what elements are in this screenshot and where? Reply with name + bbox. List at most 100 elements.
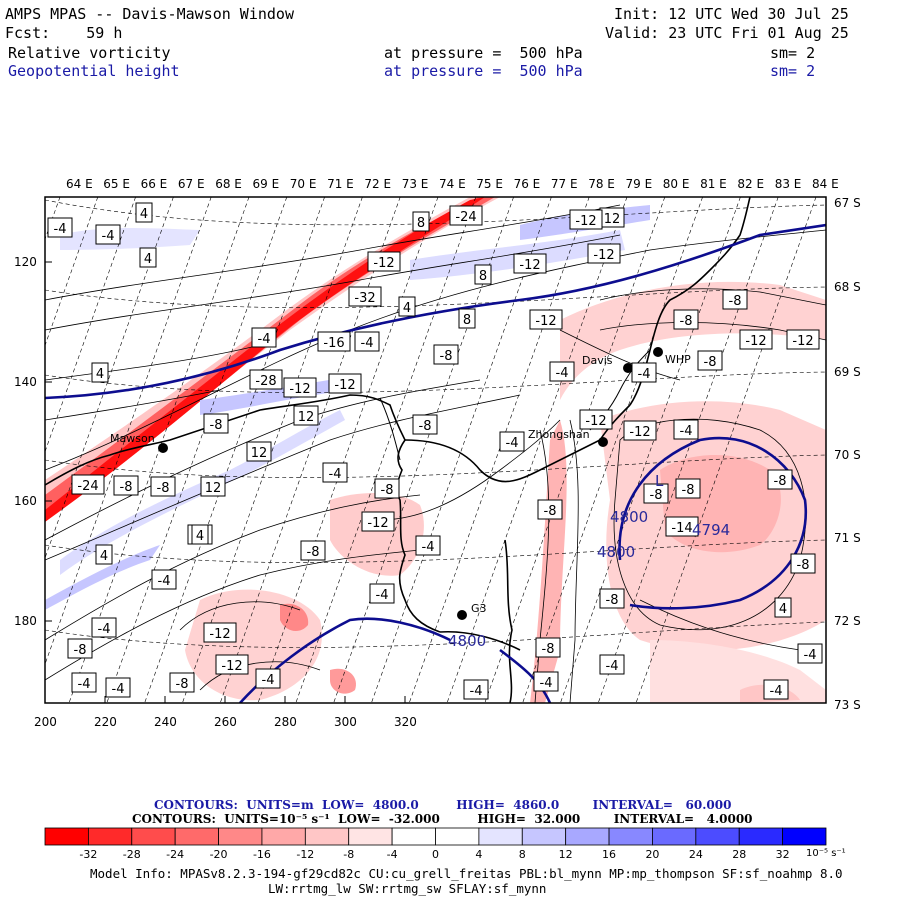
vorticity-label: 4 bbox=[139, 247, 157, 268]
colorbar-tick-label: 28 bbox=[732, 848, 746, 861]
vorticity-label: -8 bbox=[412, 414, 438, 435]
vorticity-label: -8 bbox=[697, 350, 723, 371]
lon-label: 77 E bbox=[551, 177, 578, 191]
colorbar-tick-label: -20 bbox=[210, 848, 228, 861]
y-axis-labels: 120 140 160 180 bbox=[14, 255, 37, 628]
svg-text:-4: -4 bbox=[506, 436, 519, 451]
vorticity-label: 12 bbox=[599, 207, 625, 228]
lon-label: 82 E bbox=[737, 177, 764, 191]
vorticity-label: -4 bbox=[255, 668, 281, 689]
vorticity-label: 8 bbox=[412, 211, 430, 232]
vorticity-label: -4 bbox=[251, 327, 277, 348]
vorticity-label: -32 bbox=[348, 286, 382, 307]
lon-label: 70 E bbox=[290, 177, 317, 191]
svg-text:-4: -4 bbox=[361, 336, 374, 351]
svg-text:-4: -4 bbox=[470, 684, 483, 699]
svg-text:-12: -12 bbox=[367, 516, 388, 531]
colorbar-tick-label: 12 bbox=[559, 848, 573, 861]
lat-label: 69 S bbox=[834, 365, 861, 379]
lon-label: 66 E bbox=[141, 177, 168, 191]
davis-station-marker bbox=[623, 363, 633, 373]
svg-text:4: 4 bbox=[96, 367, 104, 382]
vorticity-label: -12 bbox=[283, 377, 317, 398]
vorticity-label: -8 bbox=[599, 588, 625, 609]
svg-text:-4: -4 bbox=[422, 540, 435, 555]
svg-text:-8: -8 bbox=[542, 642, 555, 657]
svg-text:-12: -12 bbox=[535, 314, 556, 329]
vorticity-label: -12 bbox=[569, 209, 603, 230]
lon-label: 79 E bbox=[626, 177, 653, 191]
svg-text:-12: -12 bbox=[745, 334, 766, 349]
colorbar-tick-label: -24 bbox=[166, 848, 184, 861]
vorticity-label: -4 bbox=[91, 617, 117, 638]
vorticity-label: -24 bbox=[449, 205, 483, 226]
colorbar-swatch bbox=[565, 827, 610, 846]
lon-label: 72 E bbox=[364, 177, 391, 191]
svg-text:-12: -12 bbox=[373, 256, 394, 271]
model-info-line2: LW:rrtmg_lw SW:rrtmg_sw SFLAY:sf_mynn bbox=[268, 881, 547, 896]
lat-label: 73 S bbox=[834, 698, 861, 712]
svg-text:-4: -4 bbox=[102, 229, 115, 244]
svg-text:12: 12 bbox=[205, 481, 222, 496]
vorticity-label: 4 bbox=[774, 597, 792, 618]
vorticity-label: -8 bbox=[535, 637, 561, 658]
vorticity-label: -12 bbox=[529, 309, 563, 330]
svg-text:-16: -16 bbox=[323, 336, 344, 351]
svg-text:-12: -12 bbox=[209, 627, 230, 642]
colorbar-swatch bbox=[391, 827, 436, 846]
vorticity-label: -12 bbox=[203, 622, 237, 643]
field2-name: Geopotential height bbox=[8, 62, 180, 80]
vorticity-label: -8 bbox=[675, 478, 701, 499]
latitude-labels: 67 S 68 S 69 S 70 S 71 S 72 S 73 S bbox=[834, 196, 861, 712]
vorticity-label: -8 bbox=[673, 309, 699, 330]
colorbar-swatch bbox=[738, 827, 784, 846]
colorbar-swatch bbox=[44, 827, 89, 846]
valid-time: Valid: 23 UTC Fri 01 Aug 25 bbox=[605, 24, 849, 42]
lon-label: 75 E bbox=[476, 177, 503, 191]
vorticity-label: -12 bbox=[587, 243, 621, 264]
vorticity-label-boxes: -4 -4 4 4 4 4 8 8 8 -8 -8 -8 -12 -12 12 12 -12 -16 -24 -24 -… bbox=[47, 202, 823, 700]
svg-text:-8: -8 bbox=[774, 474, 787, 489]
y-label: 160 bbox=[14, 494, 37, 508]
colorbar-swatch bbox=[608, 827, 653, 846]
lon-label: 83 E bbox=[775, 177, 802, 191]
svg-text:4: 4 bbox=[144, 252, 152, 267]
svg-text:4: 4 bbox=[100, 549, 108, 564]
lon-label: 69 E bbox=[253, 177, 280, 191]
vorticity-label: -4 bbox=[549, 361, 575, 382]
colorbar-swatch bbox=[218, 827, 263, 846]
svg-text:-4: -4 bbox=[376, 588, 389, 603]
svg-text:-4: -4 bbox=[804, 648, 817, 663]
field1-level: at pressure = 500 hPa bbox=[384, 44, 583, 62]
colorbar-swatch bbox=[174, 827, 219, 846]
svg-text:-14: -14 bbox=[671, 521, 692, 536]
svg-text:-8: -8 bbox=[544, 504, 557, 519]
svg-text:-12: -12 bbox=[629, 425, 650, 440]
zhongshan-station-marker bbox=[598, 437, 608, 447]
lat-label: 67 S bbox=[834, 196, 861, 210]
vorticity-label: -12 bbox=[215, 654, 249, 675]
longitude-labels: 64 E 65 E 66 E 67 E 68 E 69 E 70 E 71 E 72 E 73 E… bbox=[66, 177, 839, 191]
svg-text:4: 4 bbox=[779, 602, 787, 617]
svg-text:-8: -8 bbox=[419, 419, 432, 434]
colorbar-tick-label: 24 bbox=[689, 848, 703, 861]
vorticity-label: -8 bbox=[113, 475, 139, 496]
svg-text:-4: -4 bbox=[112, 682, 125, 697]
svg-text:-12: -12 bbox=[575, 214, 596, 229]
svg-text:-4: -4 bbox=[158, 574, 171, 589]
svg-text:8: 8 bbox=[417, 216, 425, 231]
vorticity-label: -12 bbox=[786, 329, 820, 350]
x-label: 260 bbox=[214, 715, 237, 729]
svg-text:-4: -4 bbox=[556, 366, 569, 381]
lon-label: 81 E bbox=[700, 177, 727, 191]
svg-text:-4: -4 bbox=[329, 467, 342, 482]
colorbar-swatch bbox=[87, 827, 133, 846]
vorticity-label: -12 bbox=[739, 329, 773, 350]
station-markers bbox=[158, 347, 663, 620]
vorticity-label: -4 bbox=[105, 677, 131, 698]
svg-text:-4: -4 bbox=[680, 424, 693, 439]
colorbar-tick-label: -4 bbox=[387, 848, 398, 861]
vorticity-label: -4 bbox=[151, 569, 177, 590]
vorticity-label: -4 bbox=[673, 419, 699, 440]
vorticity-contours bbox=[45, 204, 826, 703]
